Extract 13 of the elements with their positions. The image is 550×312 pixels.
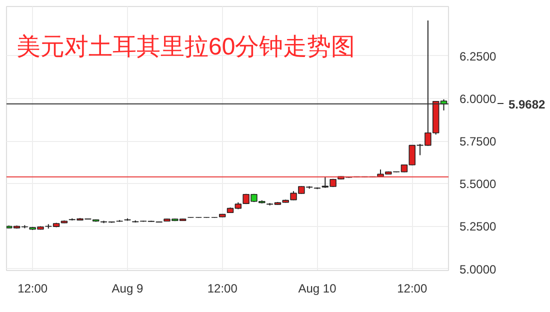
- y-tick-label: 5.2500: [460, 220, 497, 234]
- text: 美元对土耳其里拉60分钟走势图: [16, 34, 356, 60]
- x-tick-label: Aug 9: [112, 282, 144, 296]
- x-tick-label: 12:00: [207, 282, 238, 296]
- y-tick-label: 6.0000: [460, 92, 497, 106]
- x-tick-label: 12:00: [397, 282, 428, 296]
- y-tick-label: 5.7500: [460, 134, 497, 149]
- y-tick-label: 6.2500: [460, 49, 497, 64]
- ref-line-label: 5.9682: [508, 97, 546, 112]
- x-tick-label: 12:00: [18, 282, 48, 296]
- y-tick-label: 5.5000: [460, 177, 497, 192]
- x-tick-label: Aug 10: [298, 282, 337, 296]
- y-tick-label: 5.0000: [460, 262, 497, 276]
